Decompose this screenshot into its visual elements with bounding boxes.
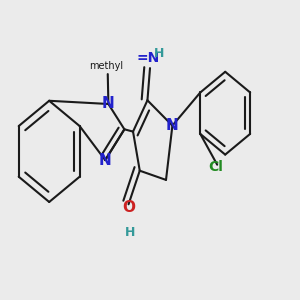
- Text: methyl: methyl: [89, 61, 123, 71]
- Text: N: N: [102, 97, 115, 112]
- Text: O: O: [122, 200, 135, 215]
- Text: N: N: [166, 118, 179, 133]
- Text: H: H: [125, 226, 135, 239]
- Text: H: H: [154, 47, 164, 60]
- Text: Cl: Cl: [208, 160, 223, 174]
- Text: N: N: [99, 153, 112, 168]
- Text: =N: =N: [137, 51, 160, 65]
